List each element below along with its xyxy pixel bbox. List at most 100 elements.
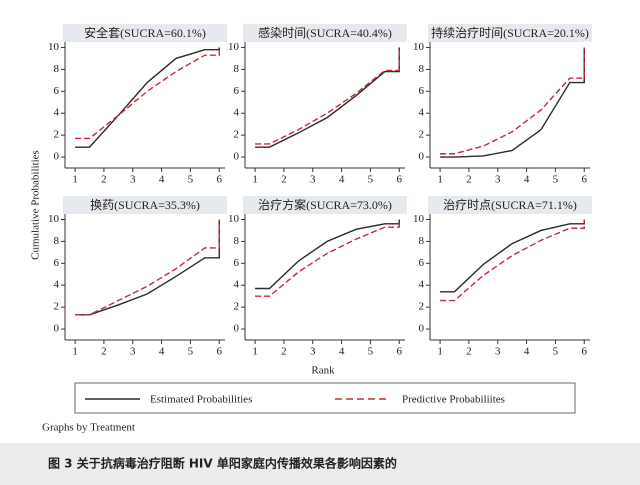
caption-band — [0, 443, 640, 485]
panel-title: 安全套(SUCRA=60.1%) — [84, 25, 206, 40]
y-tick-label: 10 — [228, 213, 240, 225]
legend-label: Predictive Probabiliites — [402, 394, 505, 406]
series-line — [255, 47, 400, 148]
panel-title: 换药(SUCRA=35.3%) — [90, 198, 200, 212]
x-tick-label: 4 — [339, 174, 345, 186]
y-tick-label: 6 — [419, 85, 425, 97]
y-tick-label: 4 — [54, 279, 60, 291]
y-tick-label: 6 — [234, 85, 240, 97]
y-tick-label: 10 — [413, 213, 425, 225]
x-tick-label: 3 — [130, 346, 136, 358]
series-line — [255, 219, 400, 297]
y-tick-label: 0 — [54, 323, 60, 335]
y-tick-label: 6 — [234, 257, 240, 269]
series-line — [440, 47, 585, 158]
series-line — [255, 47, 400, 145]
x-tick-label: 4 — [524, 346, 530, 358]
y-tick-label: 6 — [419, 257, 425, 269]
x-tick-label: 1 — [72, 174, 78, 186]
x-tick-label: 5 — [368, 174, 374, 186]
x-tick-label: 5 — [188, 346, 194, 358]
y-tick-label: 8 — [234, 235, 240, 247]
x-tick-label: 5 — [553, 174, 559, 186]
y-tick-label: 2 — [419, 301, 425, 313]
y-tick-label: 8 — [54, 235, 60, 247]
x-tick-label: 4 — [339, 346, 345, 358]
series-line — [75, 47, 220, 140]
panel-title: 治疗方案(SUCRA=73.0%) — [258, 197, 392, 212]
y-tick-label: 10 — [48, 213, 60, 225]
x-tick-label: 3 — [495, 346, 501, 358]
x-tick-label: 2 — [281, 346, 287, 358]
x-tick-label: 3 — [130, 174, 136, 186]
x-tick-label: 2 — [281, 174, 287, 186]
x-tick-label: 5 — [188, 174, 194, 186]
series-line — [440, 219, 585, 302]
x-tick-label: 2 — [101, 346, 107, 358]
y-tick-label: 2 — [234, 129, 240, 141]
background — [0, 0, 640, 443]
y-tick-label: 4 — [234, 279, 240, 291]
x-tick-label: 2 — [101, 174, 107, 186]
series-line — [440, 219, 585, 293]
panel-title: 治疗时点(SUCRA=71.1%) — [443, 198, 577, 212]
x-tick-label: 6 — [396, 346, 402, 358]
series-line — [75, 219, 220, 316]
panel-header — [63, 196, 227, 214]
y-tick-label: 8 — [419, 63, 425, 75]
y-axis-label: Cumulative Probabilities — [30, 150, 42, 260]
panel-header — [243, 24, 407, 42]
x-tick-label: 4 — [159, 346, 165, 358]
y-tick-label: 10 — [413, 41, 425, 53]
panel-header — [243, 196, 407, 214]
x-tick-label: 6 — [396, 174, 402, 186]
caption: 图 3 关于抗病毒治疗阻断 HIV 单阳家庭内传播效果各影响因素的 — [48, 456, 397, 471]
y-tick-label: 0 — [234, 323, 240, 335]
y-tick-label: 0 — [419, 323, 425, 335]
x-tick-label: 2 — [466, 346, 472, 358]
panel-header — [428, 24, 592, 42]
series-line — [75, 47, 220, 148]
x-tick-label: 1 — [437, 174, 443, 186]
y-tick-label: 6 — [54, 85, 60, 97]
x-tick-label: 1 — [252, 174, 258, 186]
y-tick-label: 8 — [234, 63, 240, 75]
y-tick-label: 2 — [54, 301, 60, 313]
panel-header — [63, 24, 227, 42]
y-tick-label: 0 — [234, 151, 240, 163]
legend-label: Estimated Probabilities — [150, 394, 252, 406]
x-tick-label: 4 — [524, 174, 530, 186]
y-tick-label: 0 — [419, 151, 425, 163]
y-tick-label: 2 — [419, 129, 425, 141]
y-tick-label: 2 — [54, 129, 60, 141]
y-tick-label: 8 — [419, 235, 425, 247]
x-tick-label: 3 — [495, 174, 501, 186]
y-tick-label: 6 — [54, 257, 60, 269]
y-tick-label: 0 — [54, 151, 60, 163]
x-tick-label: 6 — [216, 174, 222, 186]
x-tick-label: 6 — [581, 346, 587, 358]
panel-title: 感染时间(SUCRA=40.4%) — [258, 25, 392, 40]
x-tick-label: 5 — [368, 346, 374, 358]
y-tick-label: 8 — [54, 63, 60, 75]
y-tick-label: 4 — [419, 279, 425, 291]
x-tick-label: 5 — [553, 346, 559, 358]
y-tick-label: 10 — [48, 41, 60, 53]
legend-box — [74, 382, 576, 414]
x-tick-label: 3 — [310, 174, 316, 186]
note: Graphs by Treatment — [42, 422, 135, 434]
x-tick-label: 1 — [252, 346, 258, 358]
x-tick-label: 6 — [581, 174, 587, 186]
series-line — [255, 219, 400, 290]
x-tick-label: 4 — [159, 174, 165, 186]
series-line — [440, 47, 585, 155]
y-tick-label: 4 — [419, 107, 425, 119]
y-tick-label: 10 — [228, 41, 240, 53]
y-tick-label: 4 — [54, 107, 60, 119]
x-axis-label: Rank — [311, 365, 335, 377]
x-tick-label: 1 — [72, 346, 78, 358]
x-tick-label: 6 — [216, 346, 222, 358]
panel-header — [428, 196, 592, 214]
y-tick-label: 4 — [234, 107, 240, 119]
